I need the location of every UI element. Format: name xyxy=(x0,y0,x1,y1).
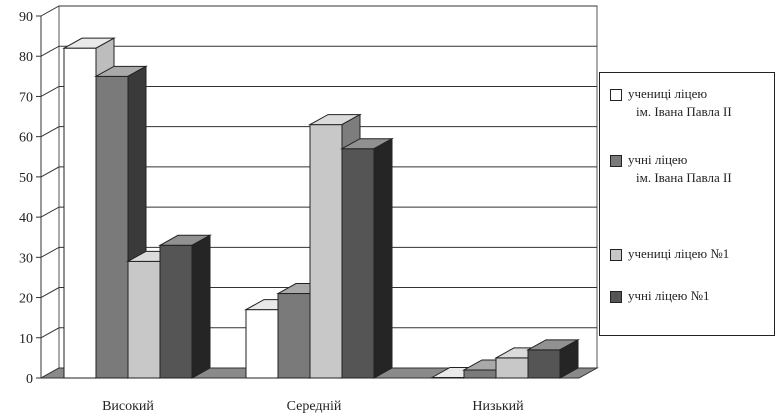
gridline xyxy=(40,5,597,17)
legend-label-series-2: учні ліцею ім. Івана Павла ІІ xyxy=(628,152,732,185)
y-tick-label: 90 xyxy=(19,10,33,25)
legend-swatch-series-3 xyxy=(610,249,622,261)
bar-chart: 0 10 20 30 40 50 60 70 80 90 Високий Середній Низьк… xyxy=(19,5,599,414)
y-tick-label: 40 xyxy=(19,211,33,226)
legend-swatch-series-4 xyxy=(610,291,622,303)
legend: учениці ліцею ім. Івана Павла ІІ учні лі… xyxy=(599,72,775,336)
category-labels: Високий Середній Низький xyxy=(102,399,524,414)
legend-label-series-4: учні ліцею №1 xyxy=(628,288,710,303)
y-tick-label: 10 xyxy=(19,332,33,347)
bar-Низький-series-4 xyxy=(526,338,580,379)
y-tick-label: 70 xyxy=(19,90,33,105)
bars xyxy=(62,37,580,379)
legend-item-series-4: учні ліцею №1 xyxy=(610,287,772,305)
gridline xyxy=(40,327,597,339)
y-tick-label: 60 xyxy=(19,131,33,146)
legend-label-series-3: учениці ліцею №1 xyxy=(628,246,730,261)
gridline xyxy=(40,45,597,57)
y-tick-label: 20 xyxy=(19,292,33,307)
legend-item-series-2: учні ліцею ім. Івана Павла ІІ xyxy=(610,151,772,187)
legend-label-series-1: учениці ліцею ім. Івана Павла ІІ xyxy=(628,86,732,119)
bar-Середній-series-4 xyxy=(340,137,394,379)
gridline xyxy=(40,206,597,218)
y-axis-ticks: 0 10 20 30 40 50 60 70 80 90 xyxy=(19,10,41,387)
gridline xyxy=(40,246,597,258)
legend-item-series-1: учениці ліцею ім. Івана Павла ІІ xyxy=(610,85,772,121)
y-tick-label: 50 xyxy=(19,171,33,186)
legend-swatch-series-2 xyxy=(610,155,622,167)
gridline xyxy=(40,85,597,97)
y-tick-label: 80 xyxy=(19,50,33,65)
gridline xyxy=(40,166,597,178)
category-label-1: Високий xyxy=(102,399,154,414)
y-tick-label: 30 xyxy=(19,251,33,266)
legend-item-series-3: учениці ліцею №1 xyxy=(610,245,772,263)
y-tick-label: 0 xyxy=(26,372,33,387)
gridline xyxy=(40,126,597,138)
gridline xyxy=(40,287,597,298)
bar-Високий-series-4 xyxy=(158,234,212,379)
legend-swatch-series-1 xyxy=(610,89,622,101)
category-label-3: Низький xyxy=(472,399,524,414)
category-label-2: Середній xyxy=(287,399,342,414)
